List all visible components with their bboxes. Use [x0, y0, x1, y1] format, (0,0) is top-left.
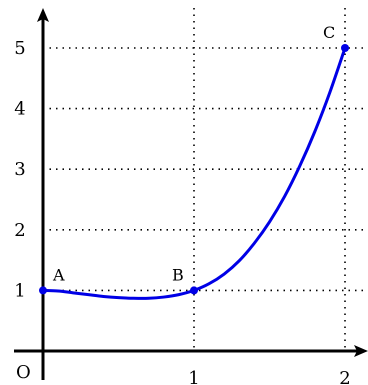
- y-axis-arrow-icon: [37, 8, 49, 22]
- y-tick-label: 5: [14, 38, 25, 59]
- point-b-marker: [190, 286, 198, 295]
- y-tick-label: 2: [14, 220, 25, 241]
- origin-label: O: [16, 362, 31, 383]
- function-curve: [42, 47, 347, 300]
- y-tick-label: 3: [14, 159, 25, 180]
- x-axis-arrow-icon: [354, 345, 368, 357]
- axes: [14, 8, 368, 380]
- point-c-label: C: [323, 23, 335, 42]
- y-tick-label: 1: [14, 280, 25, 301]
- grid-lines: [43, 8, 365, 351]
- point-c-marker: [341, 44, 349, 52]
- point-a-label: A: [52, 265, 65, 284]
- y-tick-label: 4: [14, 99, 25, 120]
- point-b-label: B: [172, 265, 184, 284]
- labeled-points: A B C: [39, 23, 349, 295]
- tick-labels: O 1 2 1 2 3 4 5: [14, 38, 350, 385]
- point-a-marker: [39, 286, 47, 295]
- x-tick-label: 1: [188, 368, 199, 385]
- x-tick-label: 2: [339, 368, 350, 385]
